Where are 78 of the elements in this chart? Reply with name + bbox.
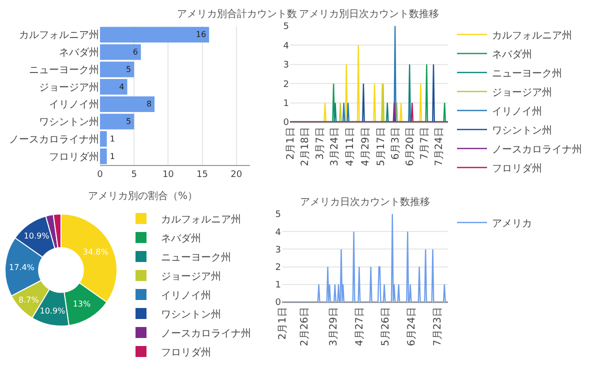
y-tick-label: ネバダ州: [59, 46, 99, 59]
y-tick-label: フロリダ州: [49, 150, 99, 163]
legend-label: ネバダ州: [492, 48, 532, 60]
x-tick-label: 7月23日: [432, 307, 444, 346]
legend-label: ノースカロライナ州: [161, 327, 251, 340]
y-tick-label: ニューヨーク州: [29, 64, 99, 76]
y-tick-label: 5: [275, 210, 281, 220]
y-tick-label: ワシントン州: [39, 116, 99, 128]
chart-title: アメリカ別日次カウント数推移: [299, 8, 439, 20]
x-tick-label: 2月18日: [300, 127, 311, 166]
legend-label: ニューヨーク州: [492, 67, 562, 80]
y-tick-label: 3: [275, 245, 281, 256]
x-tick-label: 7月24日: [434, 127, 445, 166]
x-tick-label: 3月29日: [328, 307, 340, 346]
legend-label: ネバダ州: [161, 232, 201, 244]
y-tick-label: 0: [275, 298, 282, 308]
x-tick-label: 7月7日: [419, 127, 430, 160]
legend-label: ノースカロライナ州: [492, 143, 582, 156]
legend-label: ジョージア州: [492, 86, 552, 98]
data-label: 16: [196, 30, 206, 40]
data-label: 17.4%: [8, 262, 35, 272]
x-tick-label: 10: [162, 170, 174, 180]
x-tick-label: 6月3日: [390, 127, 402, 160]
x-tick-label: 2月1日: [277, 307, 288, 340]
y-tick-label: 4: [275, 228, 282, 238]
data-label: 5: [126, 117, 132, 126]
y-tick-label: イリノイ州: [49, 98, 99, 111]
x-tick-label: 4月27日: [354, 307, 366, 346]
y-tick-label: カルフォルニア州: [19, 29, 99, 42]
x-tick-label: 3月24日: [330, 127, 341, 166]
legend-label: アメリカ: [492, 218, 532, 230]
x-tick-label: 4月29日: [360, 127, 372, 166]
legend-label: ワシントン州: [161, 308, 221, 320]
y-tick-label: 3: [283, 60, 289, 71]
legend-label: ワシントン州: [492, 124, 552, 136]
x-tick-label: 15: [196, 170, 208, 180]
chart-title: アメリカ別合計カウント数: [177, 8, 297, 20]
y-tick-label: 0: [283, 118, 290, 128]
data-label: 1: [110, 134, 115, 144]
legend-label: フロリダ州: [492, 162, 542, 174]
y-tick-label: 5: [283, 22, 289, 32]
legend-label: カルフォルニア州: [161, 213, 241, 226]
data-label: 4: [119, 82, 124, 92]
x-tick-label: 6月20日: [404, 127, 416, 166]
legend-label: イリノイ州: [492, 105, 542, 118]
data-label: 34.8%: [82, 247, 109, 256]
x-tick-label: 5: [131, 170, 137, 180]
legend-label: ニューヨーク州: [161, 251, 231, 264]
data-label: 10.9%: [24, 231, 50, 240]
x-tick-label: 2月26日: [300, 307, 311, 346]
y-tick-label: ジョージア州: [39, 81, 99, 94]
x-tick-label: 3月7日: [315, 127, 326, 160]
legend-label: カルフォルニア州: [492, 29, 572, 42]
x-tick-label: 2月1日: [285, 127, 296, 160]
line-series: [282, 214, 448, 302]
data-label: 1: [110, 152, 115, 161]
legend-label: ジョージア州: [161, 270, 221, 282]
chart-title: アメリカ別の割合（%）: [88, 190, 198, 202]
y-tick-label: 2: [275, 262, 281, 273]
x-tick-label: 20: [230, 170, 242, 180]
x-tick-label: 5月26日: [380, 307, 392, 346]
data-label: 8: [146, 100, 152, 109]
y-tick-label: 2: [283, 80, 289, 90]
chart-title: アメリカ日次カウント数推移: [300, 196, 430, 208]
legend-label: フロリダ州: [161, 346, 211, 358]
y-tick-label: 4: [283, 41, 290, 52]
data-label: 13%: [72, 300, 92, 309]
data-label: 5: [126, 64, 132, 74]
legend-label: イリノイ州: [161, 289, 211, 302]
data-label: 10.9%: [40, 306, 66, 316]
y-tick-label: ノースカロライナ州: [9, 133, 99, 146]
y-tick-label: 1: [283, 98, 289, 109]
data-label: 8.7%: [18, 296, 40, 305]
x-tick-label: 4月11日: [345, 127, 356, 166]
x-tick-label: 6月24日: [406, 307, 418, 346]
y-tick-label: 1: [275, 280, 281, 291]
x-tick-label: 5月17日: [376, 127, 387, 166]
data-label: 6: [132, 48, 138, 57]
